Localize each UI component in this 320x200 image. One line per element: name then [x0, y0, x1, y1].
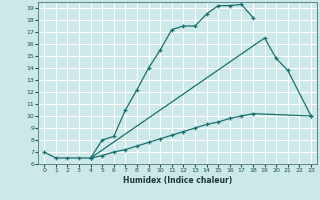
X-axis label: Humidex (Indice chaleur): Humidex (Indice chaleur) — [123, 176, 232, 185]
